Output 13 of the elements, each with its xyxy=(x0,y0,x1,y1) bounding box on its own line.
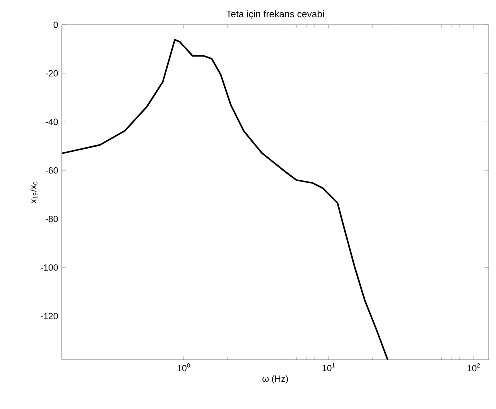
x-axis-title: ω (Hz) xyxy=(262,375,288,384)
y-tick-label: -100 xyxy=(40,264,58,271)
y-tick-label: -20 xyxy=(46,70,58,77)
x-tick-label: 10$^{0}$ xyxy=(178,364,190,372)
x-tick-label: 10$^{1}$ xyxy=(322,364,336,372)
y-axis-title: x$_{19}$/x$_{0}$ xyxy=(30,182,38,204)
x-tick-label: 10$^{2}$ xyxy=(468,364,480,372)
y-tick-label: -60 xyxy=(46,167,58,174)
y-tick-label: 0 xyxy=(54,22,58,28)
y-tick-label: -120 xyxy=(40,313,58,320)
chart-title: Teta için frekans cevabi xyxy=(226,10,324,20)
y-tick-label: -80 xyxy=(46,216,58,222)
y-tick-label: -40 xyxy=(46,118,58,126)
